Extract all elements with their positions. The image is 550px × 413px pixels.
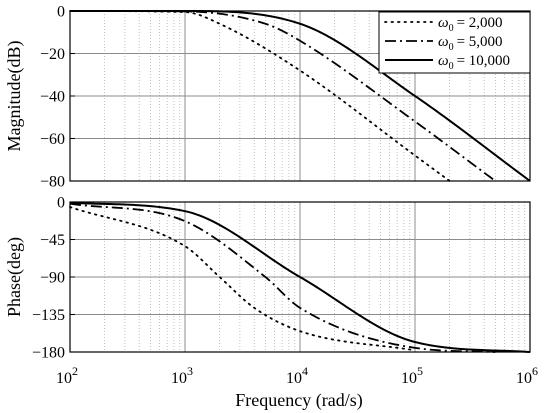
- magnitude-series-line-0: [69, 10, 451, 182]
- axes-frame: [69, 10, 531, 182]
- phase-series-line-1: [69, 202, 496, 353]
- phase-series-line-0: [69, 206, 416, 352]
- x-tick-label: 102: [56, 364, 78, 387]
- y-tick-label: 0: [57, 195, 65, 212]
- y-tick-label: −45: [40, 232, 65, 249]
- magnitude-series-line-1: [70, 10, 496, 182]
- legend-label-2: ω0 = 10,000: [438, 53, 510, 72]
- magnitude-axis-label: Magnitude(dB): [4, 41, 25, 152]
- y-tick-label: 0: [57, 4, 65, 21]
- tick-labels: 0 −20 −40 −60 −80 0 −45 −90 −135 −180 102 103 104 105…: [32, 4, 538, 388]
- axes-frames: [69, 10, 531, 353]
- x-tick-label: 104: [286, 364, 308, 387]
- x-tick-label: 105: [401, 364, 423, 387]
- phase-axis-label: Phase(deg): [4, 237, 25, 317]
- y-tick-label: −40: [40, 89, 65, 106]
- legend-label-1: ω0 = 5,000: [438, 34, 503, 53]
- y-tick-label: −90: [40, 270, 65, 287]
- y-tick-label: −180: [32, 345, 65, 362]
- x-tick-label: 103: [171, 364, 193, 387]
- y-tick-label: −20: [40, 46, 65, 63]
- y-tick-label: −135: [32, 307, 65, 324]
- legend-label-0: ω0 = 2,000: [438, 15, 503, 34]
- frequency-axis-label: Frequency (rad/s): [235, 390, 362, 411]
- phase-series-line-2: [69, 201, 531, 353]
- grid-lines: [70, 11, 530, 352]
- y-tick-label: −60: [40, 131, 65, 148]
- x-tick-label: 106: [516, 364, 538, 387]
- axes-frame: [69, 201, 531, 353]
- y-tick-label: −80: [40, 174, 65, 191]
